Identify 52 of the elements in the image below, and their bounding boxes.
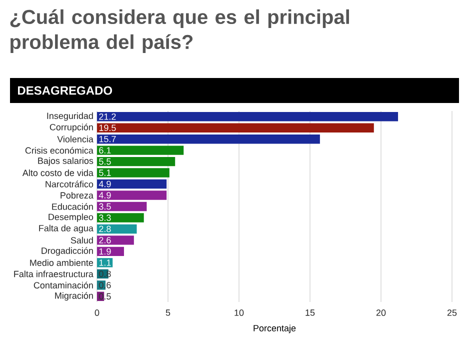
y-tick-label: Contaminación [34,282,93,288]
data-label: 2.6 [99,237,111,244]
y-tick-label: Violencia [57,136,94,142]
y-tick-label: Desempleo [48,214,94,222]
x-axis-title: Porcentaje [254,324,296,334]
data-label: 3.3 [99,214,111,221]
chart-subtitle: DESAGREGADO [18,86,112,95]
bar [97,134,320,144]
bar [97,236,134,245]
data-label: 21.2 [99,113,116,120]
y-tick-label: Inseguridad [47,112,93,121]
y-tick-label: Bajos salarios [38,157,94,166]
y-tick-label: Corrupción [50,124,93,132]
bar [97,112,398,122]
x-tick-label: 5 [166,310,170,316]
data-label: 4.9 [98,180,111,188]
data-label: 6.1 [99,147,111,154]
data-label: 3.5 [99,203,111,210]
data-label: 5.1 [99,170,111,176]
data-label: 1.1 [99,260,111,266]
y-tick-label: Pobreza [60,192,94,199]
data-label: 4.9 [98,192,111,198]
y-tick-label: Migración [55,292,93,301]
data-label: 2.8 [99,226,111,232]
y-tick-label: Educación [52,203,93,210]
bar [97,156,176,166]
bar [97,146,184,155]
bar [97,179,167,189]
data-label: 5.5 [99,158,111,165]
x-tick-label: 15 [306,310,315,316]
x-tick-label: 0 [94,310,100,316]
chart-title: ¿Cuál considera que es el principal problema del país? [10,9,349,54]
y-tick-label: Falta de agua [39,224,94,234]
y-tick-label: Narcotráfico [46,180,94,188]
bar [97,168,170,178]
x-tick-label: 25 [447,310,457,316]
data-label: 19.5 [99,124,116,132]
y-tick-label: Drogadicción [42,247,93,256]
x-tick-label: 20 [376,310,386,316]
data-label: 15.7 [99,136,116,142]
y-tick-label: Alto costo de vida [22,169,94,176]
bar [97,190,167,200]
data-label: 1.9 [99,248,111,255]
y-tick-label: Falta infraestructura [14,270,94,278]
bar [97,224,137,234]
y-tick-label: Salud [70,236,93,244]
bar [97,202,147,212]
y-tick-label: Crisis económica [25,146,94,154]
bar [97,213,144,222]
x-tick-label: 10 [234,310,244,316]
y-tick-label: Medio ambiente [30,259,94,266]
bar [97,123,374,132]
